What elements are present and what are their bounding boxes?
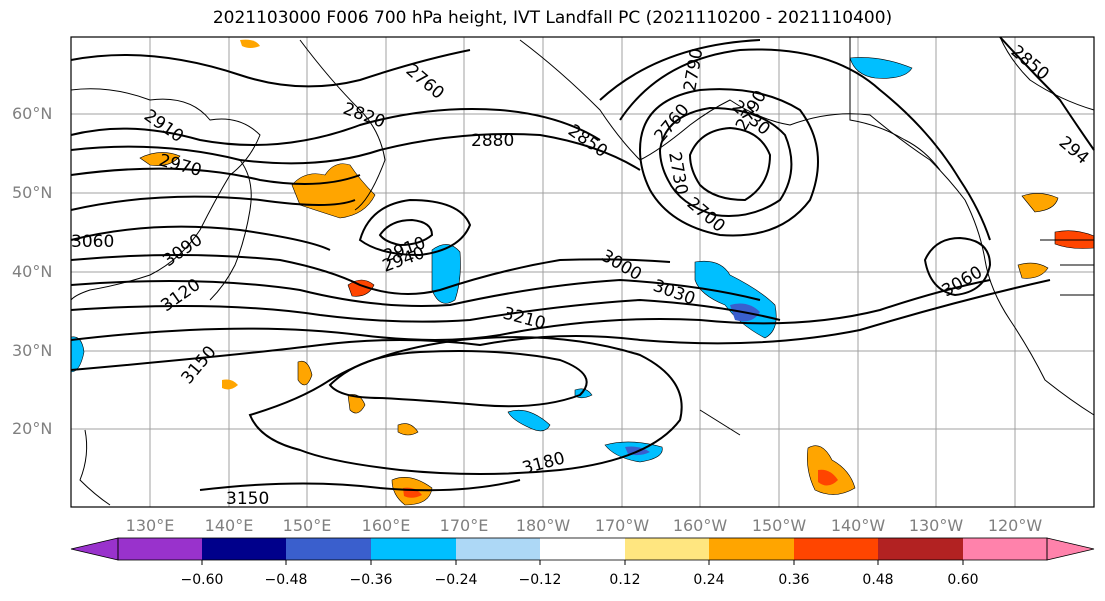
latitude-label: 50°N bbox=[12, 183, 53, 202]
longitude-label: 160°W bbox=[672, 516, 728, 535]
negative-anomaly-region bbox=[849, 57, 913, 79]
colorbar-extend-low bbox=[70, 537, 119, 561]
positive-anomaly-region bbox=[222, 379, 238, 390]
coastlines bbox=[70, 36, 1095, 506]
colorbar bbox=[70, 537, 1095, 565]
colorbar-segment bbox=[456, 538, 540, 560]
colorbar-tick-label: −0.36 bbox=[349, 572, 393, 588]
contour-label: 2880 bbox=[471, 131, 514, 151]
map-frame bbox=[70, 36, 1095, 508]
longitude-label: 170°W bbox=[594, 516, 650, 535]
colorbar-segment bbox=[963, 538, 1047, 560]
positive-anomaly-region bbox=[397, 423, 419, 436]
positive-anomaly-core bbox=[818, 469, 838, 486]
colorbar-extend-high bbox=[1046, 537, 1095, 561]
negative-anomaly-region bbox=[507, 409, 551, 432]
graticule bbox=[71, 37, 1094, 507]
colorbar-outline bbox=[117, 537, 1048, 561]
positive-anomaly-region bbox=[240, 39, 260, 48]
contour-label: 3060 bbox=[71, 232, 114, 252]
positive-anomaly-region bbox=[297, 361, 313, 386]
positive-anomaly-region bbox=[1021, 193, 1059, 213]
longitude-label: 140°E bbox=[204, 516, 254, 535]
latitude-label: 40°N bbox=[12, 262, 53, 281]
positive-anomaly-region bbox=[1017, 262, 1049, 279]
latitude-label: 20°N bbox=[12, 419, 53, 438]
positive-anomaly-region bbox=[347, 394, 366, 414]
colorbar-segment bbox=[625, 538, 709, 560]
colorbar-segment bbox=[371, 538, 456, 560]
longitude-label: 130°E bbox=[125, 516, 175, 535]
longitude-label: 150°W bbox=[751, 516, 807, 535]
colorbar-segment bbox=[540, 538, 625, 560]
colorbar-segment bbox=[202, 538, 286, 560]
colorbar-tick-label: 0.12 bbox=[609, 572, 641, 588]
colorbar-tick-label: 0.60 bbox=[947, 572, 979, 588]
colorbar-segment bbox=[794, 538, 878, 560]
longitude-label: 150°E bbox=[282, 516, 332, 535]
colorbar-segment bbox=[709, 538, 794, 560]
longitude-label: 140°W bbox=[830, 516, 886, 535]
latitude-label: 60°N bbox=[12, 104, 53, 123]
negative-anomaly-region bbox=[431, 244, 461, 304]
colorbar-tick-label: −0.12 bbox=[518, 572, 562, 588]
longitude-label: 120°W bbox=[987, 516, 1043, 535]
colorbar-tick-label: −0.24 bbox=[434, 572, 478, 588]
longitude-label: 160°E bbox=[361, 516, 411, 535]
negative-anomaly-region bbox=[70, 336, 85, 373]
colorbar-segment bbox=[118, 538, 202, 560]
positive-anomaly-region bbox=[347, 279, 375, 297]
longitude-label: 170°E bbox=[439, 516, 489, 535]
colorbar-tick-label: 0.36 bbox=[778, 572, 810, 588]
latitude-label: 30°N bbox=[12, 341, 53, 360]
map-title: 2021103000 F006 700 hPa height, IVT Land… bbox=[212, 8, 893, 28]
colorbar-tick-label: 0.48 bbox=[862, 572, 894, 588]
contour-label: 3150 bbox=[226, 489, 269, 509]
longitude-label: 180°W bbox=[515, 516, 571, 535]
height-contours bbox=[70, 36, 1095, 492]
positive-anomaly-region bbox=[139, 152, 181, 166]
longitude-label: 130°W bbox=[908, 516, 964, 535]
colorbar-tick-label: 0.24 bbox=[693, 572, 725, 588]
negative-anomaly-region bbox=[694, 261, 777, 339]
colorbar-tick-label: −0.48 bbox=[264, 572, 308, 588]
colorbar-segment bbox=[286, 538, 371, 560]
colorbar-segment bbox=[878, 538, 963, 560]
colorbar-tick-label: −0.60 bbox=[180, 572, 224, 588]
